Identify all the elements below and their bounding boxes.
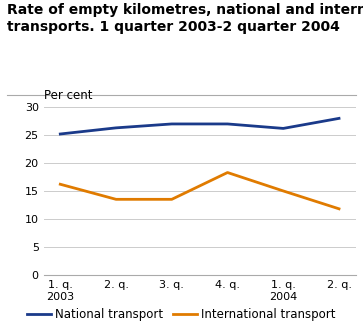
International transport [281, 189, 285, 193]
International transport [337, 207, 341, 211]
International transport [225, 171, 230, 175]
National transport [114, 126, 118, 130]
National transport [281, 126, 285, 130]
National transport [225, 122, 230, 126]
Text: Rate of empty kilometres, national and international
transports. 1 quarter 2003-: Rate of empty kilometres, national and i… [7, 3, 363, 34]
Line: National transport: National transport [60, 118, 339, 134]
Legend: National transport, International transport: National transport, International transp… [23, 303, 340, 326]
Line: International transport: International transport [60, 173, 339, 209]
International transport [170, 197, 174, 201]
International transport [58, 182, 62, 186]
National transport [337, 116, 341, 120]
Text: Per cent: Per cent [44, 89, 92, 102]
National transport [170, 122, 174, 126]
International transport [114, 197, 118, 201]
National transport [58, 132, 62, 136]
